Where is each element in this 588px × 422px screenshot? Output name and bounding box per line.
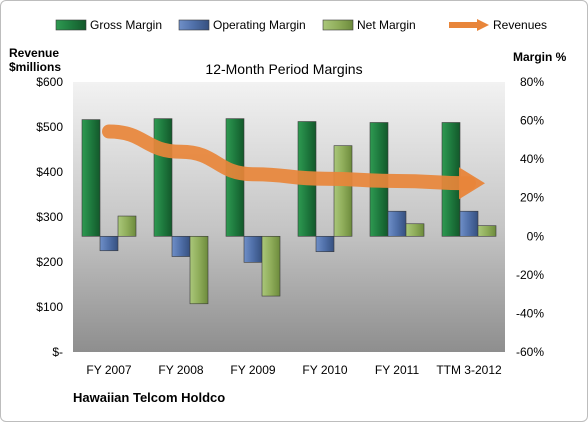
left-tick-label: $400 bbox=[36, 165, 63, 179]
net-margin-bar bbox=[117, 215, 137, 237]
category-label: FY 2009 bbox=[230, 363, 275, 377]
plot-area bbox=[73, 82, 505, 352]
operating-margin-bar bbox=[171, 235, 191, 257]
left-tick-label: $100 bbox=[36, 300, 63, 314]
legend-swatch bbox=[178, 19, 210, 31]
legend-label: Gross Margin bbox=[90, 18, 162, 32]
right-tick-label: 60% bbox=[520, 114, 544, 128]
right-tick-label: -60% bbox=[516, 345, 544, 359]
legend-swatch bbox=[322, 19, 354, 31]
revenues-line bbox=[102, 124, 476, 191]
chart-title: 12-Month Period Margins bbox=[205, 61, 362, 77]
gross-margin-bar bbox=[81, 119, 101, 237]
legend-label: Net Margin bbox=[357, 18, 416, 32]
category-label: FY 2007 bbox=[86, 363, 131, 377]
net-margin-bar bbox=[405, 223, 425, 237]
gross-margin-bar bbox=[153, 118, 173, 237]
operating-margin-bar bbox=[315, 235, 335, 253]
category-label: FY 2010 bbox=[302, 363, 347, 377]
net-margin-bar bbox=[261, 235, 281, 297]
operating-margin-bar bbox=[387, 210, 407, 237]
right-axis-label: Margin % bbox=[513, 50, 567, 64]
legend: Gross Margin Operating Margin Net Margin Re… bbox=[55, 18, 547, 32]
right-tick-label: 20% bbox=[520, 191, 544, 205]
net-margin-bar bbox=[189, 235, 209, 305]
right-tick-label: -40% bbox=[516, 306, 544, 320]
left-tick-label: $500 bbox=[36, 120, 63, 134]
legend-label: Revenues bbox=[493, 18, 547, 32]
right-tick-label: -20% bbox=[516, 268, 544, 282]
net-margin-bar bbox=[477, 225, 497, 237]
left-tick-label: $300 bbox=[36, 210, 63, 224]
left-tick-label: $- bbox=[52, 345, 63, 359]
legend-swatch bbox=[55, 19, 87, 31]
left-tick-label: $600 bbox=[36, 75, 63, 89]
company-name: Hawaiian Telcom Holdco bbox=[73, 390, 225, 405]
right-tick-label: 0% bbox=[527, 229, 545, 243]
operating-margin-bar bbox=[243, 235, 263, 263]
left-axis-label-line2: $millions bbox=[9, 60, 61, 74]
category-label: FY 2011 bbox=[375, 363, 420, 377]
left-tick-label: $200 bbox=[36, 255, 63, 269]
revenues-arrowhead bbox=[459, 167, 485, 200]
net-margin-bar bbox=[333, 145, 353, 237]
right-tick-label: 40% bbox=[520, 152, 544, 166]
operating-margin-bar bbox=[99, 235, 119, 252]
right-tick-label: 80% bbox=[520, 75, 544, 89]
legend-label: Operating Margin bbox=[213, 18, 306, 32]
category-label: TTM 3-2012 bbox=[436, 363, 502, 377]
left-axis-label-line1: Revenue bbox=[9, 46, 59, 60]
operating-margin-bar bbox=[459, 210, 479, 237]
category-label: FY 2008 bbox=[158, 363, 203, 377]
legend-revenues-arrow bbox=[477, 19, 489, 31]
